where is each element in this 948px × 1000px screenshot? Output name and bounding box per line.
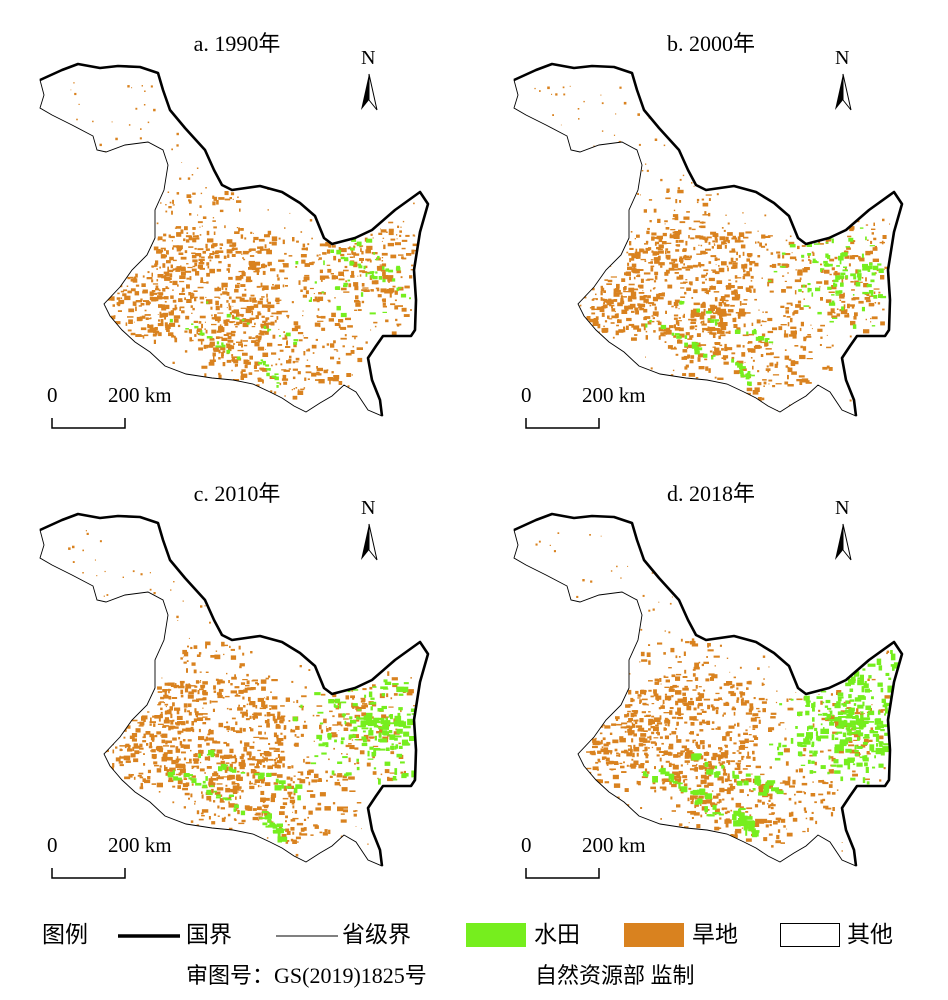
north-arrow-light-half [368, 73, 378, 111]
national-border [39, 512, 430, 867]
paddy-swatch [466, 923, 526, 947]
other-swatch [780, 923, 840, 947]
north-letter: N [361, 497, 376, 519]
north-arrow-light-half [842, 523, 852, 561]
north-arrow-light-half [368, 523, 378, 561]
north-arrow-dark-half [361, 524, 369, 560]
provincial-border-symbol [276, 935, 338, 937]
map-canvas [39, 62, 430, 429]
map-canvas [513, 512, 904, 879]
scale-bar-line [525, 418, 600, 429]
scale-distance-label: 200 km [582, 383, 646, 407]
legend-label-dryland: 旱地 [692, 922, 738, 947]
scale-bar-line [51, 868, 126, 879]
national-border-symbol [118, 934, 180, 938]
national-border [513, 512, 904, 867]
north-arrow-icon [835, 73, 852, 111]
scale-zero-label: 0 [521, 833, 532, 857]
land-use-layer [534, 80, 896, 416]
map-canvas [513, 62, 904, 429]
map-review-number: 审图号：GS(2019)1825号 [186, 963, 427, 988]
scale-bar [525, 418, 600, 429]
north-letter: N [835, 47, 850, 69]
panel-title: c. 2010年 [193, 481, 281, 506]
scale-zero-label: 0 [47, 383, 58, 407]
north-arrow-icon [361, 523, 378, 561]
scale-bar [525, 868, 600, 879]
scale-zero-label: 0 [521, 383, 532, 407]
dryland-swatch [624, 923, 684, 947]
scale-bar [51, 418, 126, 429]
paddy-layer [167, 661, 426, 843]
legend: 图例 国界 省级界 水田 旱地 其他 [0, 915, 948, 955]
paddy-layer [645, 227, 887, 386]
north-arrow-dark-half [361, 74, 369, 110]
supervisor-credit: 自然资源部 监制 [535, 963, 695, 988]
map-panel-2000: b. 2000年 N 0 200 km [474, 0, 948, 450]
map-panel-1990: a. 1990年 N 0 200 km [0, 0, 474, 450]
panel-title: b. 2000年 [666, 31, 755, 56]
scale-distance-label: 200 km [582, 833, 646, 857]
scale-bar-line [51, 418, 126, 429]
scale-distance-label: 200 km [108, 833, 172, 857]
map-panel-2018: d. 2018年 N 0 200 km [474, 450, 948, 900]
scale-distance-label: 200 km [108, 383, 172, 407]
map-panel-2010: c. 2010年 N 0 200 km [0, 450, 474, 900]
national-border [39, 62, 430, 417]
north-letter: N [835, 497, 850, 519]
map-canvas [39, 512, 430, 879]
dryland-layer [62, 80, 418, 416]
north-arrow-dark-half [835, 524, 843, 560]
paddy-layer [642, 650, 900, 838]
legend-label-paddy: 水田 [534, 922, 580, 947]
scale-zero-label: 0 [47, 833, 58, 857]
north-arrow-dark-half [835, 74, 843, 110]
legend-label-other: 其他 [847, 922, 893, 947]
land-use-layer [535, 531, 900, 866]
legend-label-provincial-border: 省级界 [342, 922, 411, 947]
legend-label-national-border: 国界 [186, 922, 232, 947]
paddy-layer [169, 237, 411, 388]
scale-bar-line [525, 868, 600, 879]
north-arrow-light-half [842, 73, 852, 111]
north-arrow-icon [361, 73, 378, 111]
land-use-layer [62, 80, 418, 416]
scale-bar [51, 868, 126, 879]
panel-title: a. 1990年 [193, 31, 281, 56]
north-letter: N [361, 47, 376, 69]
legend-title: 图例 [42, 922, 88, 947]
panel-title: d. 2018年 [666, 481, 755, 506]
national-border [513, 62, 904, 417]
north-arrow-icon [835, 523, 852, 561]
province-fill [40, 64, 428, 416]
